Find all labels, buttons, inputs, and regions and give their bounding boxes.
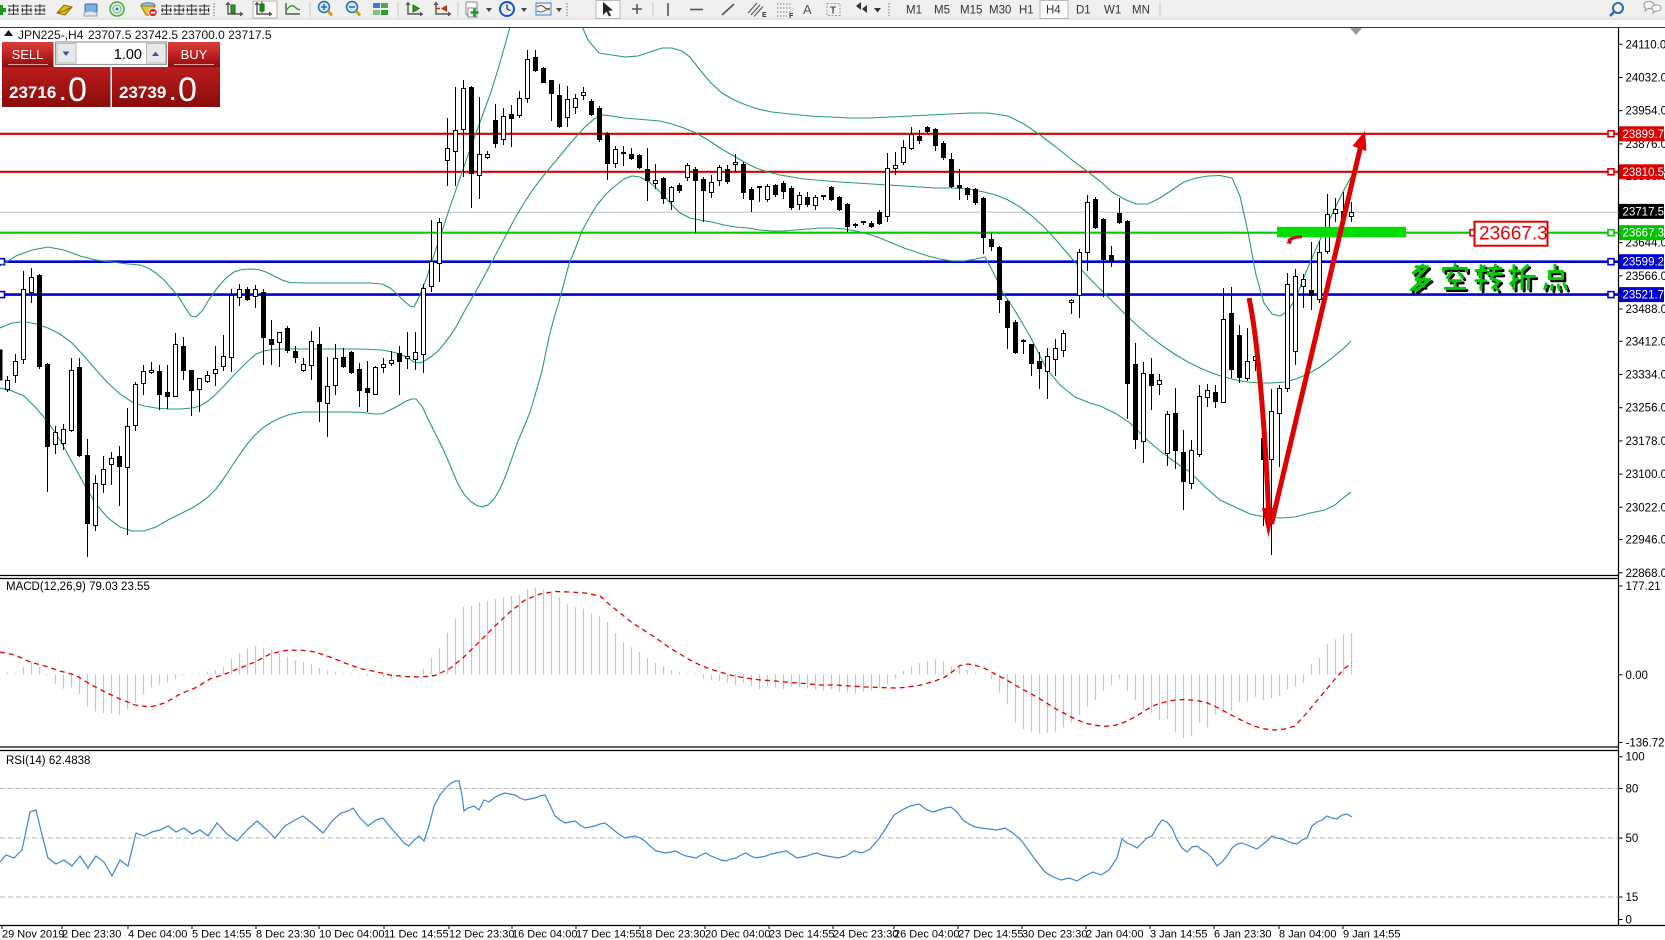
svg-text:-136.72: -136.72 — [1626, 738, 1665, 750]
svg-text:29 Nov 2019: 29 Nov 2019 — [2, 929, 64, 940]
svg-text:3 Jan 14:55: 3 Jan 14:55 — [1150, 929, 1208, 940]
svg-text:M1: M1 — [906, 5, 922, 17]
svg-text:23334.0: 23334.0 — [1626, 370, 1665, 382]
svg-text:M30: M30 — [989, 5, 1011, 17]
svg-text:A: A — [803, 2, 812, 17]
svg-text:24 Dec 23:30: 24 Dec 23:30 — [833, 929, 898, 940]
svg-text:2 Dec 23:30: 2 Dec 23:30 — [62, 929, 121, 940]
svg-text:177.21: 177.21 — [1626, 581, 1661, 593]
svg-text:23876.0: 23876.0 — [1626, 139, 1665, 151]
svg-text:0: 0 — [178, 71, 197, 109]
svg-text:23954.0: 23954.0 — [1626, 106, 1665, 118]
svg-text:T: T — [830, 6, 836, 17]
svg-text:23717.5: 23717.5 — [1623, 206, 1665, 218]
svg-text:23488.0: 23488.0 — [1626, 304, 1665, 316]
svg-text:BUY: BUY — [181, 47, 208, 62]
svg-text:23667.3: 23667.3 — [1479, 224, 1548, 245]
svg-text:D1: D1 — [1076, 5, 1091, 17]
svg-text:80: 80 — [1626, 784, 1639, 796]
svg-text:9 Jan 14:55: 9 Jan 14:55 — [1343, 929, 1401, 940]
svg-text:0: 0 — [1626, 915, 1632, 927]
svg-text:24110.0: 24110.0 — [1626, 39, 1665, 51]
svg-text:.: . — [60, 83, 66, 105]
svg-text:23716: 23716 — [9, 83, 56, 102]
svg-text:24032.0: 24032.0 — [1626, 73, 1665, 85]
svg-text:23599.2: 23599.2 — [1623, 257, 1665, 269]
svg-text:RSI(14) 62.4838: RSI(14) 62.4838 — [6, 755, 90, 767]
svg-text:M15: M15 — [960, 5, 982, 17]
svg-text:11 Dec 14:55: 11 Dec 14:55 — [384, 929, 449, 940]
svg-text:M5: M5 — [934, 5, 950, 17]
svg-text:8 Dec 23:30: 8 Dec 23:30 — [256, 929, 315, 940]
svg-text:27 Dec 14:55: 27 Dec 14:55 — [958, 929, 1023, 940]
svg-text:0.00: 0.00 — [1626, 670, 1648, 682]
svg-text:18 Dec 23:30: 18 Dec 23:30 — [640, 929, 705, 940]
svg-text:1.00: 1.00 — [114, 47, 142, 63]
svg-text:E: E — [762, 12, 767, 19]
svg-text:23022.0: 23022.0 — [1626, 502, 1665, 514]
svg-text:17 Dec 14:55: 17 Dec 14:55 — [576, 929, 641, 940]
svg-text:W1: W1 — [1104, 5, 1121, 17]
svg-text:23521.7: 23521.7 — [1623, 290, 1665, 302]
svg-text:23100.0: 23100.0 — [1626, 469, 1665, 481]
svg-text:10 Dec 04:00: 10 Dec 04:00 — [319, 929, 384, 940]
svg-text:MACD(12,26,9) 79.03 23.55: MACD(12,26,9) 79.03 23.55 — [6, 581, 150, 593]
svg-text:23566.0: 23566.0 — [1626, 271, 1665, 283]
svg-text:.: . — [170, 83, 176, 105]
svg-text:100: 100 — [1626, 752, 1645, 764]
svg-text:16 Dec 04:00: 16 Dec 04:00 — [512, 929, 577, 940]
svg-text:23412.0: 23412.0 — [1626, 336, 1665, 348]
svg-text:23707.5 23742.5 23700.0 23717.: 23707.5 23742.5 23700.0 23717.5 — [88, 28, 272, 42]
svg-text:26 Dec 04:00: 26 Dec 04:00 — [894, 929, 959, 940]
svg-text:23178.0: 23178.0 — [1626, 436, 1665, 448]
svg-text:5 Dec 14:55: 5 Dec 14:55 — [192, 929, 251, 940]
svg-text:50: 50 — [1626, 833, 1639, 845]
svg-text:0: 0 — [68, 71, 87, 109]
svg-text:22868.0: 22868.0 — [1626, 568, 1665, 580]
svg-text:12 Dec 23:30: 12 Dec 23:30 — [449, 929, 514, 940]
svg-text:SELL: SELL — [12, 47, 44, 62]
svg-text:23 Dec 14:55: 23 Dec 14:55 — [769, 929, 834, 940]
svg-text:JPN225-,H4: JPN225-,H4 — [18, 28, 84, 42]
svg-text:23739: 23739 — [119, 83, 166, 102]
svg-text:8 Jan 04:00: 8 Jan 04:00 — [1279, 929, 1337, 940]
svg-text:2 Jan 04:00: 2 Jan 04:00 — [1086, 929, 1144, 940]
svg-text:23667.3: 23667.3 — [1623, 228, 1665, 240]
svg-text:MN: MN — [1132, 5, 1150, 17]
svg-text:15: 15 — [1626, 892, 1639, 904]
svg-text:6 Jan 23:30: 6 Jan 23:30 — [1214, 929, 1272, 940]
svg-text:H4: H4 — [1046, 5, 1061, 17]
svg-text:H1: H1 — [1019, 5, 1034, 17]
svg-text:20 Dec 04:00: 20 Dec 04:00 — [705, 929, 770, 940]
svg-text:30 Dec 23:30: 30 Dec 23:30 — [1022, 929, 1087, 940]
svg-text:4 Dec 04:00: 4 Dec 04:00 — [128, 929, 187, 940]
svg-text:23644.0: 23644.0 — [1626, 238, 1665, 250]
svg-text:23256.0: 23256.0 — [1626, 403, 1665, 415]
svg-text:F: F — [789, 13, 794, 20]
svg-text:23810.5: 23810.5 — [1623, 167, 1665, 179]
svg-text:23899.7: 23899.7 — [1623, 129, 1665, 141]
svg-text:22946.0: 22946.0 — [1626, 535, 1665, 547]
